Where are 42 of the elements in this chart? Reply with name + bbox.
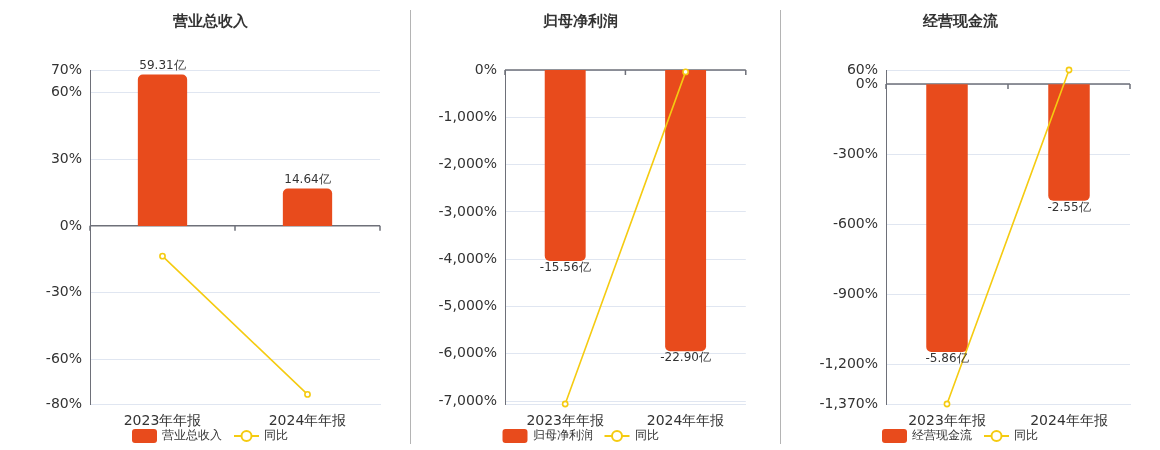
y-tick-label: -5,000% xyxy=(438,297,497,314)
chart-title: 经营现金流 xyxy=(921,11,999,30)
y-tick-label: -60% xyxy=(45,350,82,367)
y-tick-label: 60% xyxy=(846,60,878,77)
x-tick-label: 2023年年报 xyxy=(123,412,202,429)
chart-title: 营业总收入 xyxy=(171,11,249,30)
y-tick-label: -1,370% xyxy=(819,394,878,411)
y-tick-label: -300% xyxy=(832,144,878,161)
y-tick-label: 0% xyxy=(59,216,82,233)
y-tick-label: -4,000% xyxy=(438,249,497,266)
x-tick-label: 2023年年报 xyxy=(526,412,605,429)
y-tick-label: -2,000% xyxy=(438,155,497,172)
y-tick-label: -1,000% xyxy=(438,107,497,124)
y-tick-label: -30% xyxy=(45,283,82,300)
data-label: -2.55亿 xyxy=(1047,199,1091,214)
legend-label: 同比 xyxy=(264,428,288,443)
legend-label: 营业总收入 xyxy=(162,428,222,443)
y-tick-label: 0% xyxy=(474,60,497,77)
legend-label: 同比 xyxy=(1014,428,1038,443)
y-tick-label: -3,000% xyxy=(438,202,497,219)
data-label: -22.90亿 xyxy=(660,350,711,365)
chart-title: 归母净利润 xyxy=(542,11,618,30)
x-tick-label: 2023年年报 xyxy=(908,412,986,429)
y-tick-label: -600% xyxy=(832,214,878,231)
y-tick-label: -80% xyxy=(45,394,82,411)
legend-label: 归母净利润 xyxy=(532,428,593,443)
y-tick-label: -900% xyxy=(832,284,878,301)
y-tick-label: -7,000% xyxy=(438,391,497,408)
x-tick-label: 2024年年报 xyxy=(268,412,347,429)
data-label: 59.31亿 xyxy=(139,57,186,72)
y-tick-label: -1,200% xyxy=(819,354,878,371)
x-tick-label: 2024年年报 xyxy=(646,412,725,429)
legend-label: 经营现金流 xyxy=(912,428,972,443)
data-label: 14.64亿 xyxy=(284,171,331,186)
x-tick-label: 2024年年报 xyxy=(1030,412,1108,429)
y-tick-label: 60% xyxy=(50,82,82,99)
y-tick-label: 30% xyxy=(50,149,82,166)
data-label: -15.56亿 xyxy=(539,260,591,275)
y-tick-label: 0% xyxy=(855,74,878,91)
legend-label: 同比 xyxy=(634,428,659,443)
y-tick-label: 70% xyxy=(50,60,82,77)
y-tick-label: -6,000% xyxy=(438,344,497,361)
